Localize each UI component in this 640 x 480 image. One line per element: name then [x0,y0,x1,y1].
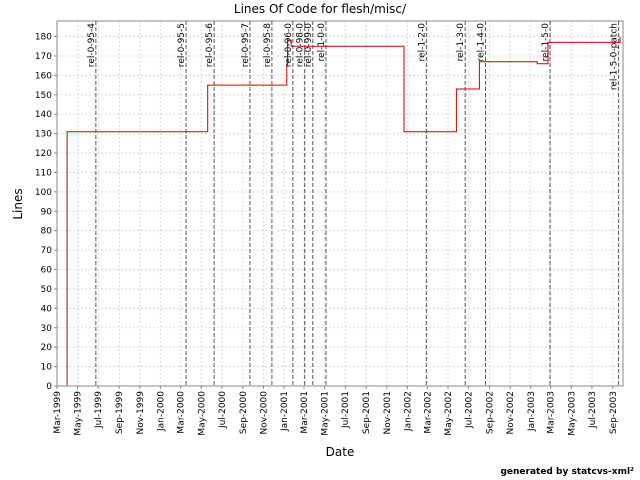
y-tick-label: 70 [41,246,53,256]
y-tick-label: 20 [41,343,53,353]
y-tick-label: 130 [35,130,52,140]
x-tick-label: May-2002 [444,391,454,436]
release-label: rel-1-5-0 [541,23,551,62]
x-tick-label: May-2000 [197,391,207,436]
release-markers: rel-0-95-4 rel-0-95-5 rel-0-95-6 rel-0-95-7… [87,21,620,386]
x-tick-label: Sep-2003 [609,391,619,434]
release-label: rel-1-4-0 [476,23,486,62]
y-tick-label: 150 [35,91,52,101]
y-tick-label: 10 [41,363,53,373]
release-label: rel-0-99-0 [304,23,314,67]
release-label: rel-0-95-6 [205,23,215,67]
x-tick-label: Nov-2001 [383,391,393,434]
x-tick-label: Nov-2002 [506,391,516,434]
x-tick-label: Jul-2003 [588,391,598,429]
grid [56,21,623,386]
y-tick-label: 140 [35,110,52,120]
release-label: rel-1-5-0-patch [610,23,620,90]
release-label: rel-0-95-7 [241,23,251,67]
x-tick-label: Jan-2003 [527,391,537,432]
x-tick-label: Sep-2000 [239,391,249,434]
release-label: rel-1-2-0 [417,23,427,62]
release-label: rel-0-95-8 [263,23,273,67]
x-tick-label: Jan-2000 [156,391,166,432]
release-label: rel-1-0-0 [317,23,327,62]
x-tick-label: Sep-1999 [115,391,125,434]
x-tick-label: Nov-1999 [136,391,146,435]
x-tick-label: Sep-2002 [486,391,496,434]
x-tick-label: Mar-1999 [53,391,63,434]
x-tick-label: Mar-2001 [300,391,310,434]
x-tick-label: May-2001 [321,391,331,436]
x-tick-label: May-2003 [567,391,577,436]
release-label: rel-0-95-5 [177,23,187,67]
y-tick-label: 60 [41,266,53,276]
chart-title: Lines Of Code for flesh/misc/ [234,2,407,16]
y-tick-label: 170 [35,52,52,62]
y-tick-label: 100 [35,188,52,198]
y-tick-label: 40 [41,304,53,314]
release-label: rel-1-3-0 [456,23,466,62]
x-tick-label: Jul-1999 [94,391,104,429]
y-tick-label: 120 [35,149,52,159]
x-tick-label: Nov-2000 [259,391,269,435]
x-tick-label: Sep-2001 [362,391,372,434]
x-axis-label: Date [326,445,355,459]
x-tick-label: Jul-2000 [218,391,228,429]
lines-series [66,36,621,386]
generator-credit: generated by statcvs-xml² [500,467,634,477]
release-label: rel-0-96-0 [284,23,294,67]
y-tick-label: 160 [35,71,52,81]
y-tick-label: 180 [35,33,52,43]
y-tick-label: 50 [41,285,53,295]
x-tick-label: Mar-2002 [423,391,433,434]
release-label: rel-0-95-4 [87,23,97,67]
y-axis-ticks: 0 10 20 30 40 50 60 70 80 90 100 110 120 130 140 150 160… [35,33,57,392]
x-axis-ticks: Mar-1999 May-1999 Jul-1999 Sep-1999 Nov-1999… [53,386,619,436]
x-tick-label: Jul-2001 [341,391,351,429]
x-tick-label: Mar-2000 [177,391,187,434]
x-tick-label: May-1999 [74,391,84,436]
release-label: rel-0-98-0 [296,23,306,67]
x-tick-label: Jan-2001 [280,391,290,432]
y-tick-label: 0 [46,382,52,392]
x-tick-label: Mar-2003 [547,391,557,434]
plot-area [56,20,624,387]
x-tick-label: Jul-2002 [465,391,475,429]
y-tick-label: 110 [35,168,52,178]
y-tick-label: 30 [41,324,53,334]
x-tick-label: Jan-2002 [403,391,413,432]
y-axis-label: Lines [11,188,25,219]
y-tick-label: 90 [41,207,53,217]
y-tick-label: 80 [41,227,53,237]
